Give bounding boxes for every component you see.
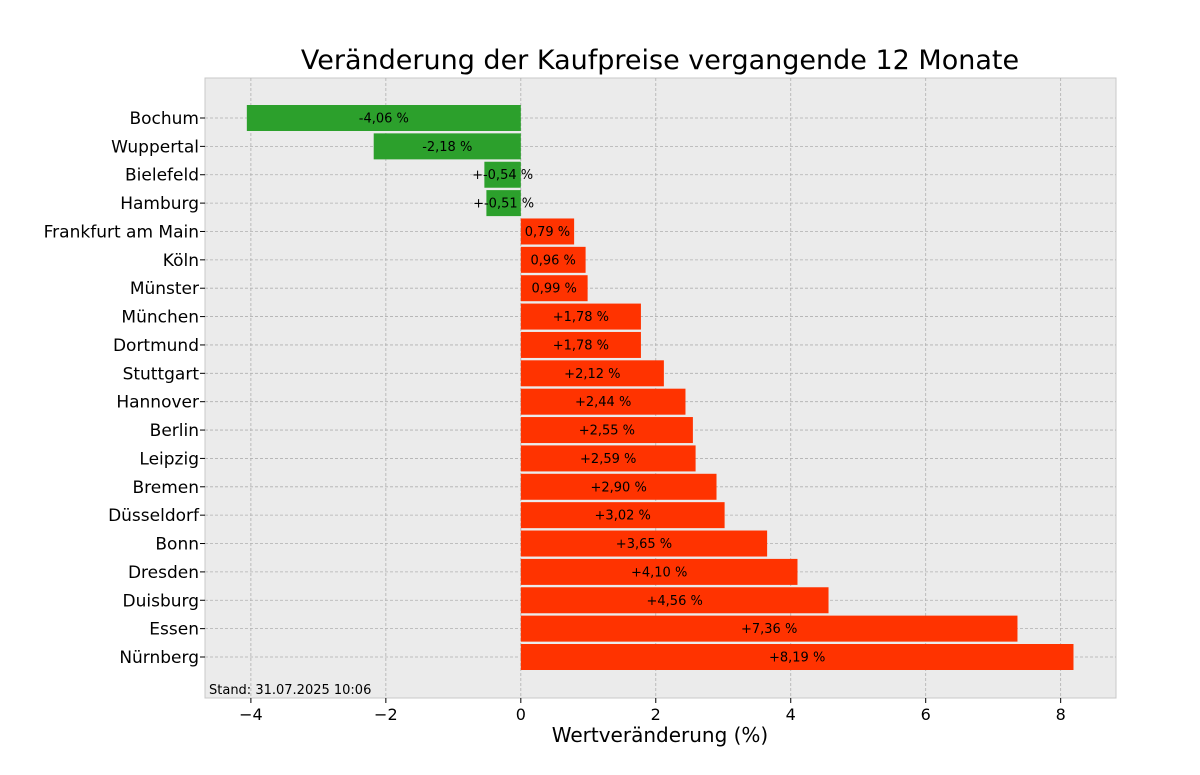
bar-münchen [520,303,641,330]
category-label: Bochum [129,109,199,129]
x-tick-label: −4 [239,705,263,724]
x-tick-label: 6 [921,705,931,724]
bar-berlin [520,417,693,444]
bar-frankfurt-am-main [520,218,575,245]
data-label: +3,65 % [616,537,672,552]
data-label: 0,99 % [531,282,576,297]
chart-title: Veränderung der Kaufpreise vergangende 1… [301,45,1019,76]
bar-düsseldorf [520,502,725,529]
bar-leipzig [520,445,696,472]
bar-bonn [520,530,768,557]
data-label: +3,02 % [595,509,651,524]
bar-bremen [520,473,717,500]
data-label: +1,78 % [553,310,609,325]
category-label: Dresden [128,563,199,583]
category-label: München [121,308,199,328]
category-label: Köln [163,251,199,271]
category-label: Stuttgart [123,364,200,384]
data-label: +2,44 % [575,395,631,410]
bar-bochum [246,105,521,131]
data-label: 0,96 % [530,253,575,268]
data-label: +2,55 % [579,424,635,439]
bar-nürnberg [520,644,1074,670]
data-label: +7,36 % [741,622,797,637]
category-label: Bremen [132,478,199,498]
timestamp-annotation: Stand: 31.07.2025 10:06 [209,683,371,698]
bar-münster [520,275,588,302]
bar-dortmund [520,331,641,358]
x-tick-label: 2 [651,705,661,724]
category-label: Hamburg [120,194,199,214]
bar-dresden [520,558,798,585]
data-label: +1,78 % [553,338,609,353]
category-label: Essen [149,620,199,640]
category-label: Berlin [150,421,199,441]
data-label: -4,06 % [359,112,409,127]
bar-essen [520,615,1018,642]
category-label: Duisburg [123,591,200,611]
category-label: Düsseldorf [108,506,200,526]
bar-wuppertal [373,133,521,160]
bar-hannover [520,388,686,415]
data-label: +-0,54 % [472,168,533,183]
category-label: Münster [130,279,199,299]
x-axis-ticks: −4 −2 0 2 4 6 8 [239,698,1066,724]
data-label: +-0,51 % [473,197,534,212]
category-label: Wuppertal [111,137,199,157]
category-label: Bonn [155,535,199,555]
x-tick-label: 8 [1056,705,1066,724]
category-label: Dortmund [113,336,199,356]
category-label: Frankfurt am Main [44,222,199,242]
data-label: +2,59 % [580,452,636,467]
data-label: -2,18 % [422,140,472,155]
x-tick-label: 0 [516,705,526,724]
category-label: Leipzig [139,449,199,469]
category-label: Bielefeld [125,166,199,186]
data-label: +8,19 % [769,651,825,666]
bar-köln [520,246,586,273]
x-tick-label: −2 [374,705,398,724]
x-axis-label: Wertveränderung (%) [552,723,769,747]
data-label: +4,10 % [631,565,687,580]
bar-stuttgart [520,360,664,387]
data-label: +2,90 % [590,480,646,495]
bar-hamburg [486,190,521,217]
bars [246,105,1074,670]
category-label: Nürnberg [119,648,199,668]
data-label: +4,56 % [647,594,703,609]
data-label: +2,12 % [564,367,620,382]
bar-duisburg [520,587,829,614]
category-label: Hannover [116,393,199,413]
bar-bielefeld [484,161,521,188]
data-labels: -4,06 % -2,18 %+-0,54 % +-0,51 % 0,79 % 0,96… [359,112,826,666]
data-label: 0,79 % [525,225,570,240]
y-axis-ticks: Bochum Wuppertal Bielefeld Hamburg Frankfurt… [44,109,205,668]
x-tick-label: 4 [786,705,796,724]
